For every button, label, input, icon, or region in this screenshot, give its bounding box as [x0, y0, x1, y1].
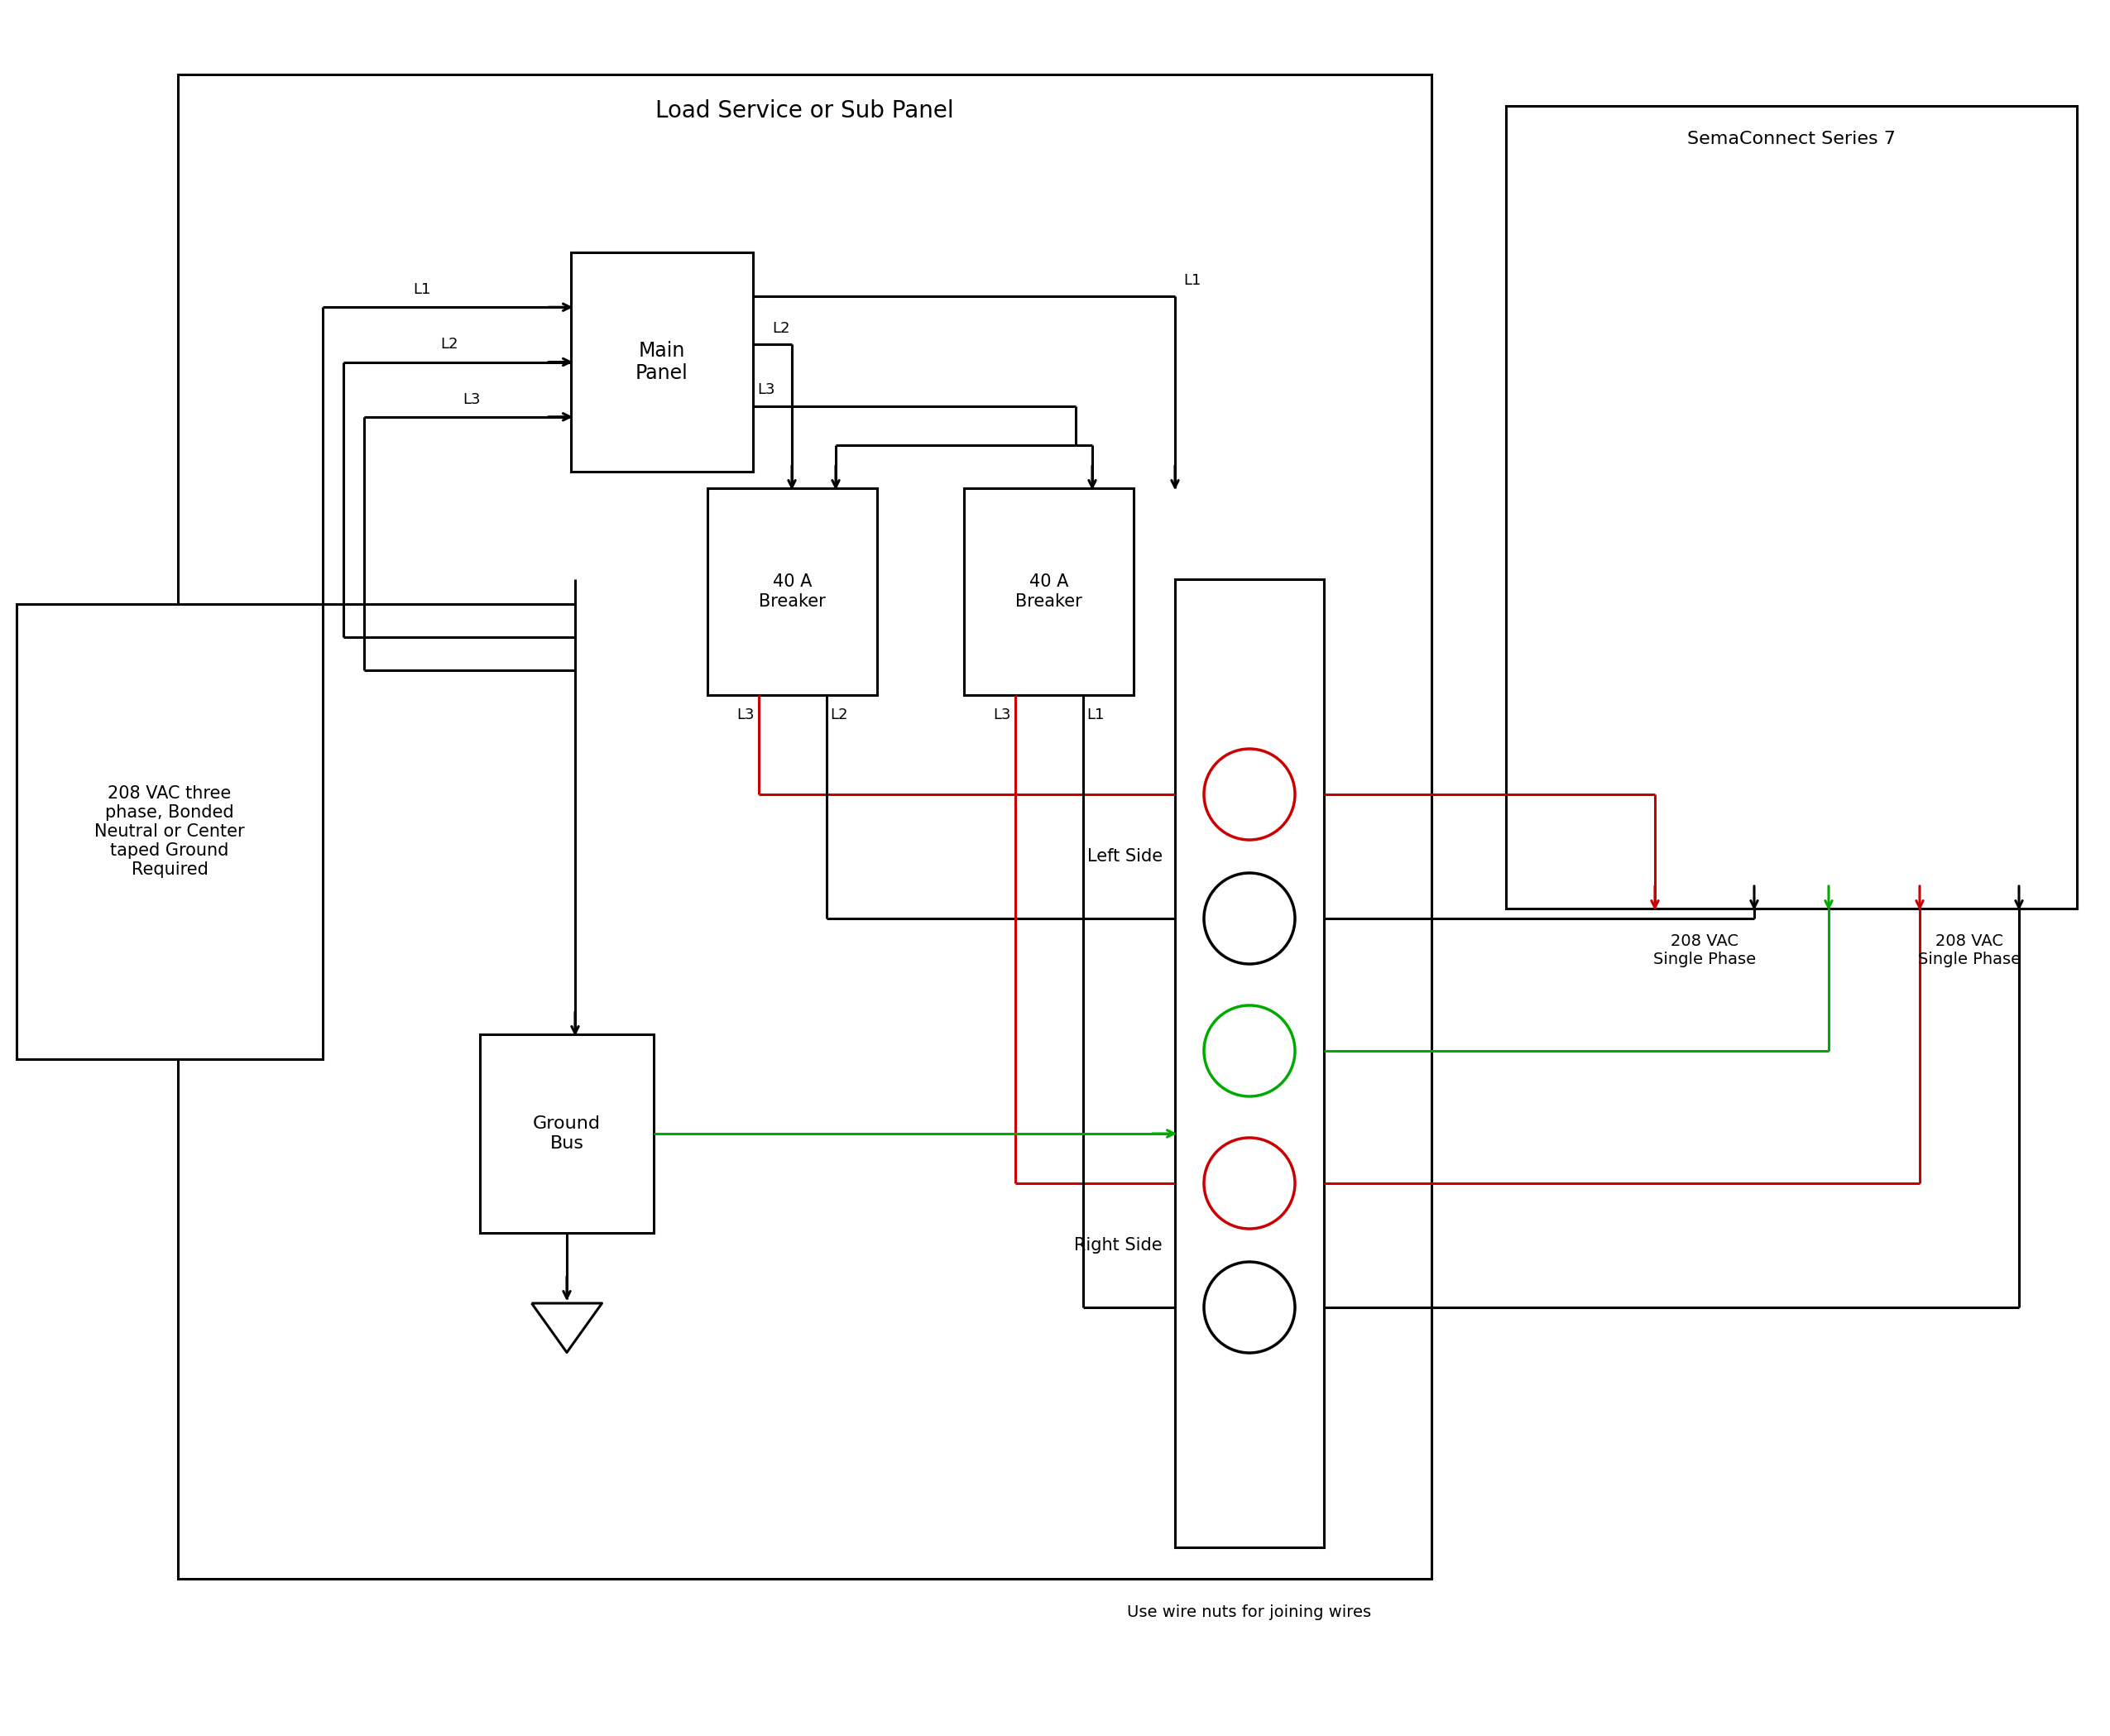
Bar [479, 1035, 654, 1233]
Text: Use wire nuts for joining wires: Use wire nuts for joining wires [1127, 1604, 1372, 1620]
Bar [572, 252, 753, 472]
Bar [707, 488, 878, 694]
Bar [177, 75, 1431, 1578]
Text: L3: L3 [736, 708, 753, 722]
Text: L3: L3 [994, 708, 1011, 722]
Text: L2: L2 [831, 708, 848, 722]
Text: L2: L2 [772, 321, 791, 337]
Bar [1507, 106, 2076, 908]
Circle shape [1205, 1262, 1296, 1352]
Text: L3: L3 [462, 392, 481, 406]
Bar [17, 604, 323, 1059]
Text: 208 VAC
Single Phase: 208 VAC Single Phase [1918, 934, 2021, 967]
Text: L1: L1 [1087, 708, 1104, 722]
Text: 40 A
Breaker: 40 A Breaker [760, 575, 825, 609]
Text: 40 A
Breaker: 40 A Breaker [1015, 575, 1082, 609]
Circle shape [1205, 1005, 1296, 1097]
Bar [1175, 580, 1323, 1547]
Text: 208 VAC three
phase, Bonded
Neutral or Center
taped Ground
Required: 208 VAC three phase, Bonded Neutral or C… [95, 785, 245, 878]
Bar [964, 488, 1133, 694]
Text: L1: L1 [414, 283, 430, 297]
Circle shape [1205, 873, 1296, 963]
Circle shape [1205, 748, 1296, 840]
Text: 208 VAC
Single Phase: 208 VAC Single Phase [1654, 934, 1756, 967]
Text: L3: L3 [757, 382, 774, 398]
Text: Main
Panel: Main Panel [635, 340, 688, 384]
Text: Ground
Bus: Ground Bus [534, 1116, 601, 1151]
Text: Load Service or Sub Panel: Load Service or Sub Panel [656, 99, 954, 123]
Circle shape [1205, 1137, 1296, 1229]
Text: Left Side: Left Side [1087, 849, 1163, 865]
Text: Right Side: Right Side [1074, 1238, 1163, 1253]
Text: L2: L2 [441, 337, 458, 352]
Text: L1: L1 [1184, 273, 1201, 288]
Text: SemaConnect Series 7: SemaConnect Series 7 [1688, 130, 1895, 148]
